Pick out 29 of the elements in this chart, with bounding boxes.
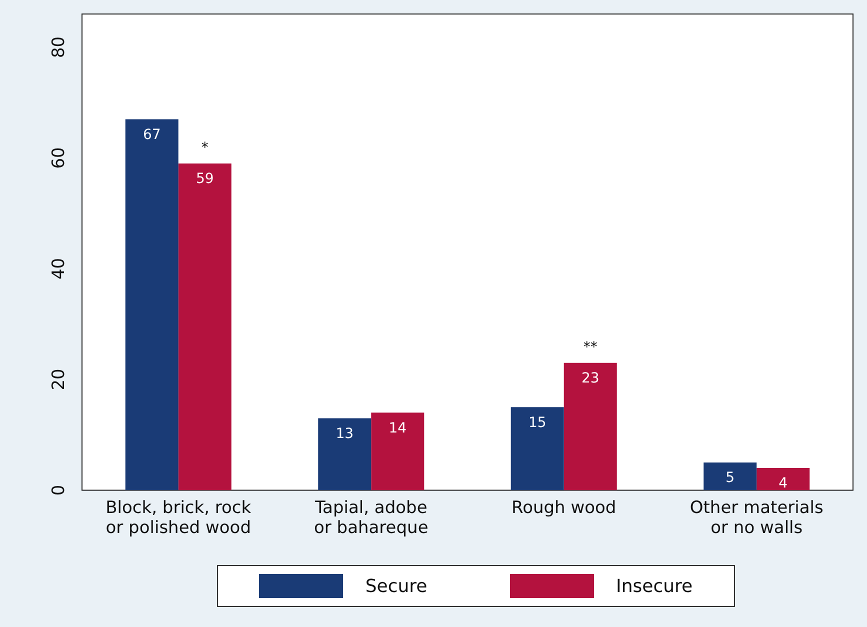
data-label: 13 (336, 426, 354, 442)
bar (318, 418, 372, 490)
x-tick-label: Rough wood (512, 498, 616, 518)
legend-label: Secure (365, 576, 428, 596)
bar (178, 164, 232, 490)
y-tick-label: 0 (48, 484, 69, 496)
bar (510, 407, 564, 490)
y-tick-label: 20 (48, 368, 69, 390)
data-label: 67 (142, 126, 161, 143)
data-label: 14 (388, 420, 407, 436)
data-label: 59 (196, 171, 214, 188)
data-label: 15 (528, 414, 546, 431)
bar (756, 468, 810, 490)
legend-label: Insecure (616, 576, 693, 596)
bar (125, 119, 178, 490)
data-label: 5 (726, 470, 735, 486)
bar (704, 462, 757, 490)
x-tick-label: Block, brick, rock or polished wood (106, 498, 252, 538)
data-label: 23 (581, 370, 600, 386)
x-tick-label: Other materials or no walls (690, 498, 824, 538)
y-tick-label: 60 (48, 147, 69, 169)
y-tick-label: 40 (48, 258, 69, 280)
bar (371, 412, 424, 490)
data-label: 4 (778, 476, 788, 492)
bar (564, 362, 617, 490)
y-tick-label: 80 (48, 36, 69, 58)
annotation: ** (583, 339, 598, 356)
annotation: * (201, 140, 208, 156)
x-tick-label: Tapial, adobe or bahareque (314, 498, 428, 538)
